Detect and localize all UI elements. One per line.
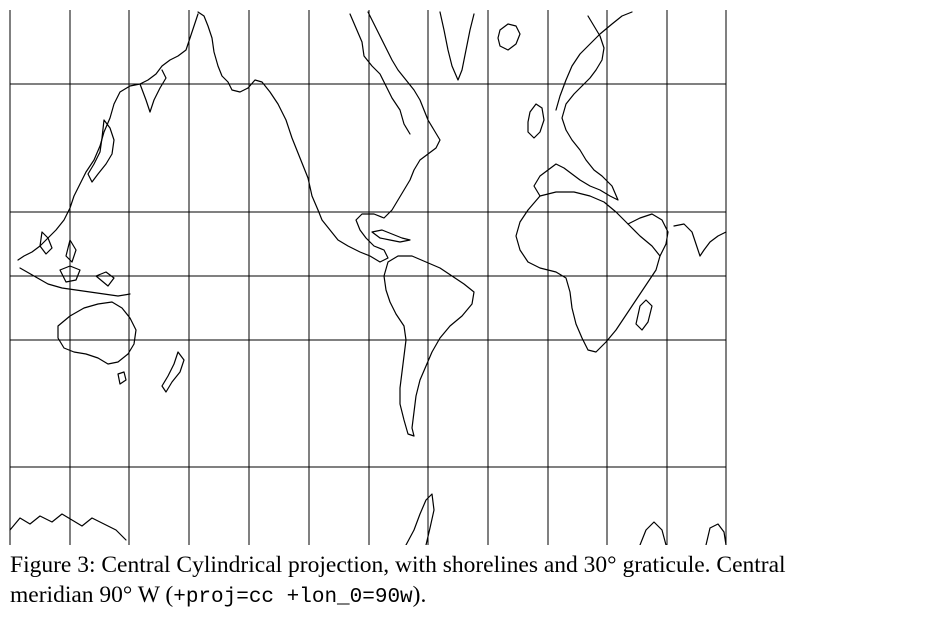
caption-proj-code: +proj=cc +lon_0=90w	[173, 586, 413, 609]
graticule-parallels	[10, 83, 726, 468]
shoreline-east-asia	[17, 13, 199, 261]
shorelines	[9, 11, 727, 545]
shoreline-madagascar	[635, 299, 653, 331]
caption-line-2: meridian 90° W (+proj=cc +lon_0=90w).	[10, 580, 925, 613]
shoreline-antarctica	[9, 513, 127, 541]
shoreline-arabia	[627, 213, 669, 257]
caption-line-1: Figure 3: Central Cylindrical projection…	[10, 552, 786, 578]
shoreline-iceland	[497, 23, 521, 51]
shoreline-indonesia	[19, 265, 131, 297]
shoreline-new-zealand	[161, 351, 185, 393]
shoreline-greenland	[439, 11, 475, 81]
shoreline-japan	[87, 119, 115, 183]
shoreline-australia	[57, 301, 137, 365]
shoreline-kamchatka	[139, 69, 167, 113]
shoreline-africa	[515, 191, 661, 353]
caption-line-2-prefix: meridian 90° W (	[10, 582, 174, 608]
shoreline-india	[673, 223, 727, 257]
shoreline-cuba	[371, 229, 411, 243]
shoreline-philippines	[39, 231, 77, 263]
shoreline-south-america	[383, 255, 475, 437]
shoreline-britain	[527, 103, 545, 139]
shoreline-scandinavia	[555, 11, 633, 111]
caption-line-2-suffix: ).	[412, 582, 427, 608]
shoreline-hudson-bay	[349, 13, 411, 135]
shoreline-alaska	[197, 11, 249, 93]
shoreline-north-america	[247, 11, 441, 263]
shoreline-antarctic-peninsula	[405, 493, 435, 545]
shoreline-europe	[533, 15, 619, 201]
shoreline-tasmania	[117, 371, 127, 385]
shoreline-antarctica-east	[639, 521, 727, 545]
map-figure	[9, 10, 727, 545]
graticule-meridians	[9, 10, 727, 545]
figure-caption: Figure 3: Central Cylindrical projection…	[10, 550, 925, 613]
